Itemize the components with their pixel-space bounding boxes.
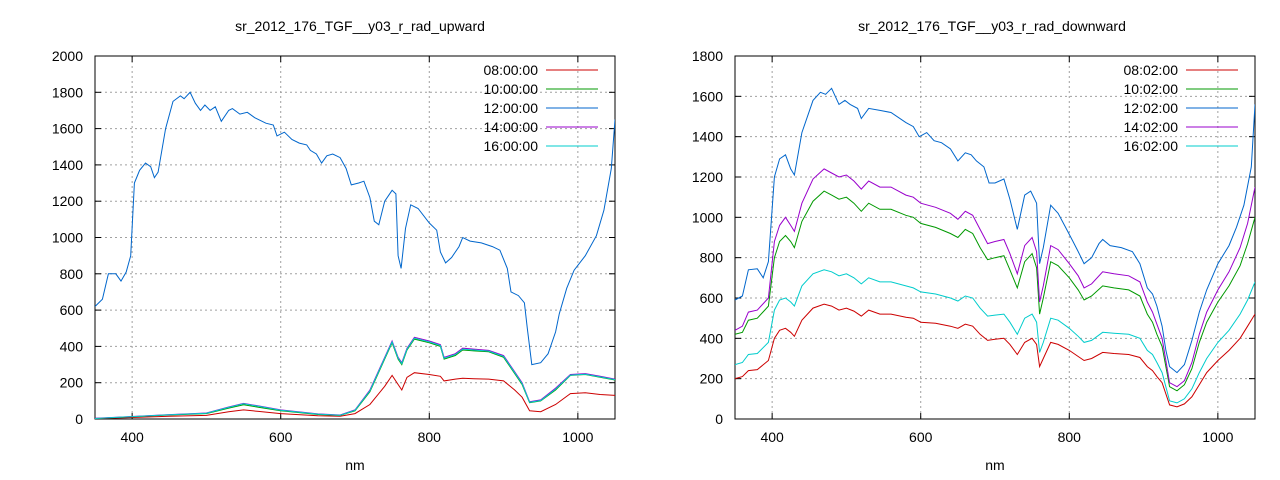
y-tick-label: 1000 (692, 209, 723, 225)
legend-label: 14:02:00 (1124, 119, 1179, 135)
y-tick-label: 200 (60, 375, 84, 391)
x-tick-label: 1000 (562, 429, 593, 445)
y-tick-label: 1200 (52, 193, 83, 209)
y-tick-label: 0 (75, 411, 83, 427)
series-line-16-00-00 (95, 337, 615, 419)
series-line-10-00-00 (95, 338, 615, 419)
series-line-14-00-00 (95, 336, 615, 419)
series-line-08-00-00 (95, 372, 615, 419)
legend-label: 14:00:00 (484, 119, 539, 135)
x-tick-label: 400 (760, 429, 784, 445)
x-axis-label: nm (985, 457, 1004, 473)
x-tick-label: 600 (269, 429, 293, 445)
y-tick-label: 0 (715, 411, 723, 427)
y-tick-label: 600 (700, 290, 724, 306)
y-tick-label: 1800 (692, 48, 723, 64)
legend-label: 12:02:00 (1124, 100, 1179, 116)
y-tick-label: 2000 (52, 48, 83, 64)
x-axis-label: nm (345, 457, 364, 473)
y-tick-label: 1400 (692, 129, 723, 145)
y-tick-label: 1600 (692, 88, 723, 104)
y-tick-label: 400 (60, 338, 84, 354)
legend-label: 08:00:00 (484, 62, 539, 78)
upward-radiance-chart: sr_2012_176_TGF__y03_r_rad_upward 0 200 400… (52, 18, 616, 473)
legend-label: 10:00:00 (484, 81, 539, 97)
y-tick-label: 400 (700, 330, 724, 346)
x-tick-label: 600 (909, 429, 933, 445)
series-line-12-02-00 (735, 87, 1255, 374)
x-tick-label: 800 (418, 429, 442, 445)
series-line-12-00-00 (95, 91, 615, 366)
series-line-16-02-00 (735, 269, 1255, 404)
plot-frame (734, 55, 1256, 420)
chart-title: sr_2012_176_TGF__y03_r_rad_downward (858, 18, 1126, 34)
downward-radiance-chart: sr_2012_176_TGF__y03_r_rad_downward 0 200 4… (692, 18, 1256, 473)
legend-label: 10:02:00 (1124, 81, 1179, 97)
chart-title: sr_2012_176_TGF__y03_r_rad_upward (235, 18, 485, 34)
y-tick-label: 1600 (52, 121, 83, 137)
legend-label: 16:00:00 (484, 138, 539, 154)
y-tick-label: 600 (60, 302, 84, 318)
legend-label: 08:02:00 (1124, 62, 1179, 78)
series-line-10-02-00 (735, 190, 1255, 392)
x-tick-label: 400 (120, 429, 144, 445)
legend-label: 12:00:00 (484, 100, 539, 116)
y-tick-label: 200 (700, 371, 724, 387)
y-tick-label: 1200 (692, 169, 723, 185)
y-tick-label: 800 (700, 250, 724, 266)
y-tick-label: 1400 (52, 157, 83, 173)
x-tick-label: 1000 (1202, 429, 1233, 445)
series-line-14-02-00 (735, 168, 1255, 388)
y-tick-label: 800 (60, 266, 84, 282)
y-tick-label: 1800 (52, 84, 83, 100)
series-line-08-02-00 (735, 303, 1255, 408)
y-tick-label: 1000 (52, 230, 83, 246)
x-tick-label: 800 (1058, 429, 1082, 445)
legend-label: 16:02:00 (1124, 138, 1179, 154)
